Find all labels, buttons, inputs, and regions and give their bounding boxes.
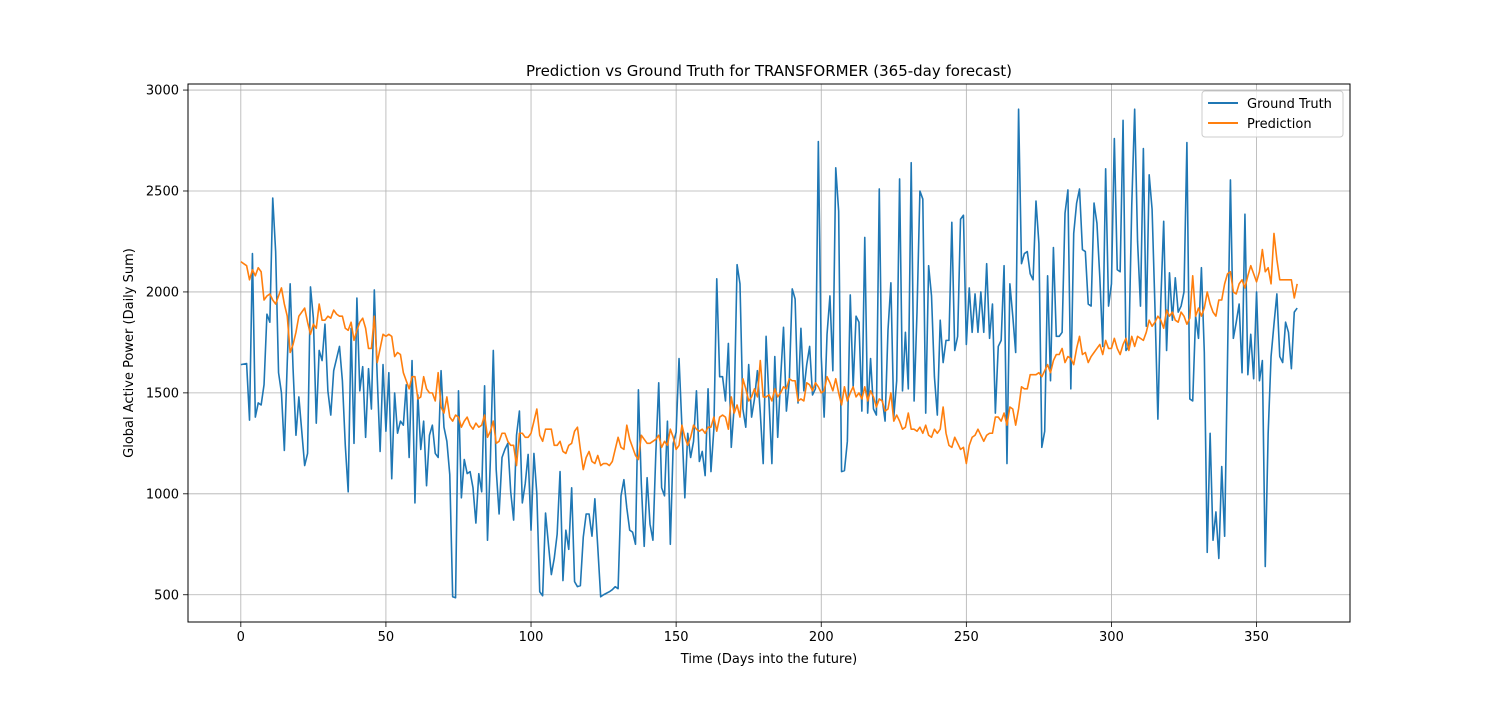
y-tick-label: 1000 [146, 487, 179, 502]
series-line-ground-truth [240, 108, 1298, 599]
x-tick-label: 150 [664, 630, 689, 645]
x-tick-label: 350 [1244, 630, 1269, 645]
y-tick-label: 1500 [146, 386, 179, 401]
legend: Ground Truth Prediction [1201, 90, 1344, 138]
x-tick-label: 50 [378, 630, 395, 645]
legend-label-ground-truth: Ground Truth [1247, 97, 1332, 112]
x-tick-label: 0 [237, 630, 245, 645]
y-tick-label: 3000 [146, 84, 179, 99]
y-tick-label: 2500 [146, 184, 179, 199]
series-line-prediction [240, 232, 1298, 471]
x-axis-label: Time (Days into the future) [680, 652, 857, 667]
x-tick-label: 300 [1099, 630, 1124, 645]
x-tick-label: 200 [809, 630, 834, 645]
plot-frame [187, 83, 1351, 623]
y-axis-label: Global Active Power (Daily Sum) [122, 248, 137, 458]
axes: 0 50 100 150 200 250 300 350 500 1000 1500 2000 2500… [146, 84, 1269, 645]
x-tick-label: 250 [954, 630, 979, 645]
series-lines [240, 108, 1298, 599]
chart-title: Prediction vs Ground Truth for TRANSFORM… [526, 62, 1012, 80]
x-tick-label: 100 [519, 630, 544, 645]
y-tick-label: 500 [154, 588, 179, 603]
y-tick-label: 2000 [146, 285, 179, 300]
legend-label-prediction: Prediction [1247, 117, 1312, 132]
